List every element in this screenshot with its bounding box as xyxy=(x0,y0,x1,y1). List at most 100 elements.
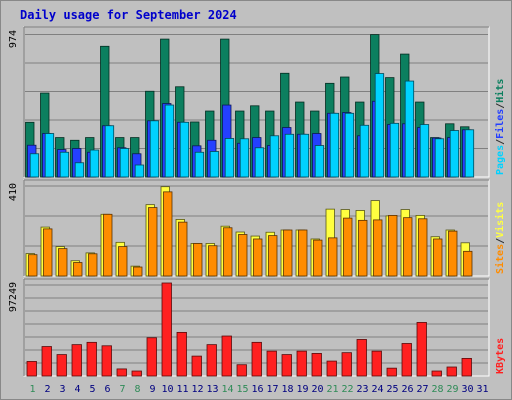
bar-kbytes-day-25 xyxy=(386,367,397,377)
x-tick-label: 22 xyxy=(341,384,353,395)
bar-kbytes-day-24 xyxy=(371,350,382,377)
bar-pages-day-22 xyxy=(344,112,355,178)
bar-kbytes-day-14 xyxy=(221,335,232,377)
x-tick-label: 6 xyxy=(104,384,110,395)
bar-sites-day-15 xyxy=(238,234,248,277)
x-axis-labels: 1 2 3 4 5 6 7 8 9 10 11 12 13 14 15 16 17 18 19 20 21 22 23 24 2… xyxy=(29,384,488,395)
x-tick-label: 28 xyxy=(431,384,443,395)
x-tick-label: 4 xyxy=(74,384,80,395)
bar-kbytes-day-13 xyxy=(206,344,217,377)
bar-pages-day-9 xyxy=(149,120,160,178)
bar-kbytes-day-12 xyxy=(191,355,202,377)
x-tick-label: 27 xyxy=(416,384,428,395)
bar-sites-day-7 xyxy=(118,246,128,277)
bar-sites-day-12 xyxy=(193,243,203,277)
x-tick-label: 2 xyxy=(44,384,50,395)
bar-pages-day-25 xyxy=(389,122,400,178)
x-tick-label: 9 xyxy=(149,384,155,395)
bar-sites-day-23 xyxy=(358,219,368,277)
bar-pages-day-2 xyxy=(44,133,55,178)
x-tick-label: 7 xyxy=(119,384,125,395)
bar-pages-day-20 xyxy=(314,145,325,178)
legend-item: Pages xyxy=(495,145,506,175)
bar-kbytes-day-22 xyxy=(341,352,352,377)
bar-sites-day-1 xyxy=(28,254,38,277)
bar-pages-day-19 xyxy=(299,133,310,178)
bar-kbytes-day-30 xyxy=(461,358,472,377)
x-tick-label: 3 xyxy=(59,384,65,395)
bar-kbytes-day-19 xyxy=(296,350,307,377)
x-tick-label: 31 xyxy=(476,384,488,395)
bar-sites-day-11 xyxy=(178,221,188,277)
bar-sites-day-13 xyxy=(208,245,218,277)
legend-item: / xyxy=(495,139,506,145)
bar-kbytes-day-27 xyxy=(416,322,427,377)
bar-sites-day-4 xyxy=(73,262,83,277)
bar-sites-day-18 xyxy=(283,229,293,277)
x-tick-label: 29 xyxy=(446,384,458,395)
bar-pages-day-30 xyxy=(464,129,475,178)
bar-kbytes-day-15 xyxy=(236,364,247,377)
bar-sites-day-30 xyxy=(463,250,473,277)
bar-kbytes-day-7 xyxy=(116,368,127,377)
panel-visits-sites: 410 Sites/Visits xyxy=(8,179,506,277)
bar-pages-day-7 xyxy=(119,148,130,178)
x-tick-label: 15 xyxy=(236,384,248,395)
bar-pages-day-27 xyxy=(419,124,430,178)
legend-item: Visits xyxy=(494,202,506,238)
bar-pages-day-17 xyxy=(269,135,280,178)
bar-pages-day-3 xyxy=(59,151,70,178)
bar-kbytes-day-17 xyxy=(266,350,277,377)
x-tick-label: 8 xyxy=(134,384,140,395)
bar-sites-day-26 xyxy=(403,217,413,277)
x-tick-label: 23 xyxy=(356,384,368,395)
legend-kbytes: KBytes xyxy=(495,338,506,374)
bar-pages-day-13 xyxy=(209,151,220,178)
bar-kbytes-day-10 xyxy=(161,282,172,377)
x-tick-label: 21 xyxy=(326,384,338,395)
bar-sites-day-16 xyxy=(253,238,263,277)
bar-sites-day-20 xyxy=(313,239,323,277)
y-axis-max-label: 410 xyxy=(8,183,19,201)
bar-kbytes-day-11 xyxy=(176,331,187,377)
legend-item: Sites xyxy=(494,244,506,274)
x-tick-label: 26 xyxy=(401,384,413,395)
bar-pages-day-16 xyxy=(254,147,265,178)
legend-visits-sites: Sites/Visits xyxy=(494,202,506,274)
bar-sites-day-14 xyxy=(223,227,233,277)
bar-sites-day-5 xyxy=(88,253,98,277)
bar-pages-day-18 xyxy=(284,133,295,178)
bar-sites-day-28 xyxy=(433,238,443,277)
y-axis-max-label: 97249 xyxy=(8,282,19,312)
bar-kbytes-day-23 xyxy=(356,339,367,377)
x-tick-label: 5 xyxy=(89,384,95,395)
x-tick-label: 20 xyxy=(311,384,323,395)
x-tick-label: 30 xyxy=(461,384,473,395)
bar-pages-day-10 xyxy=(164,104,175,178)
bar-sites-day-6 xyxy=(103,213,113,277)
bar-kbytes-day-1 xyxy=(26,361,37,377)
legend-item: Files xyxy=(494,109,506,139)
bar-sites-day-25 xyxy=(388,215,398,277)
bar-kbytes-day-2 xyxy=(41,346,52,377)
x-tick-label: 12 xyxy=(191,384,203,395)
bar-sites-day-17 xyxy=(268,235,278,277)
bar-sites-day-27 xyxy=(418,218,428,277)
bar-sites-day-21 xyxy=(328,237,338,277)
bar-sites-day-24 xyxy=(373,219,383,277)
bar-pages-day-21 xyxy=(329,112,340,178)
bar-pages-day-4 xyxy=(74,162,85,178)
bar-pages-day-26 xyxy=(404,80,415,178)
bar-sites-day-29 xyxy=(448,230,458,277)
x-tick-label: 1 xyxy=(29,384,35,395)
bar-kbytes-day-8 xyxy=(131,370,142,377)
legend-item: / xyxy=(495,103,506,109)
x-tick-label: 24 xyxy=(371,384,383,395)
bar-pages-day-8 xyxy=(134,164,145,178)
bar-kbytes-day-6 xyxy=(101,345,112,377)
legend-hits-files-pages: Pages/Files/Hits xyxy=(494,79,506,175)
bar-pages-day-28 xyxy=(434,138,445,178)
legend-item: Hits xyxy=(494,79,506,103)
